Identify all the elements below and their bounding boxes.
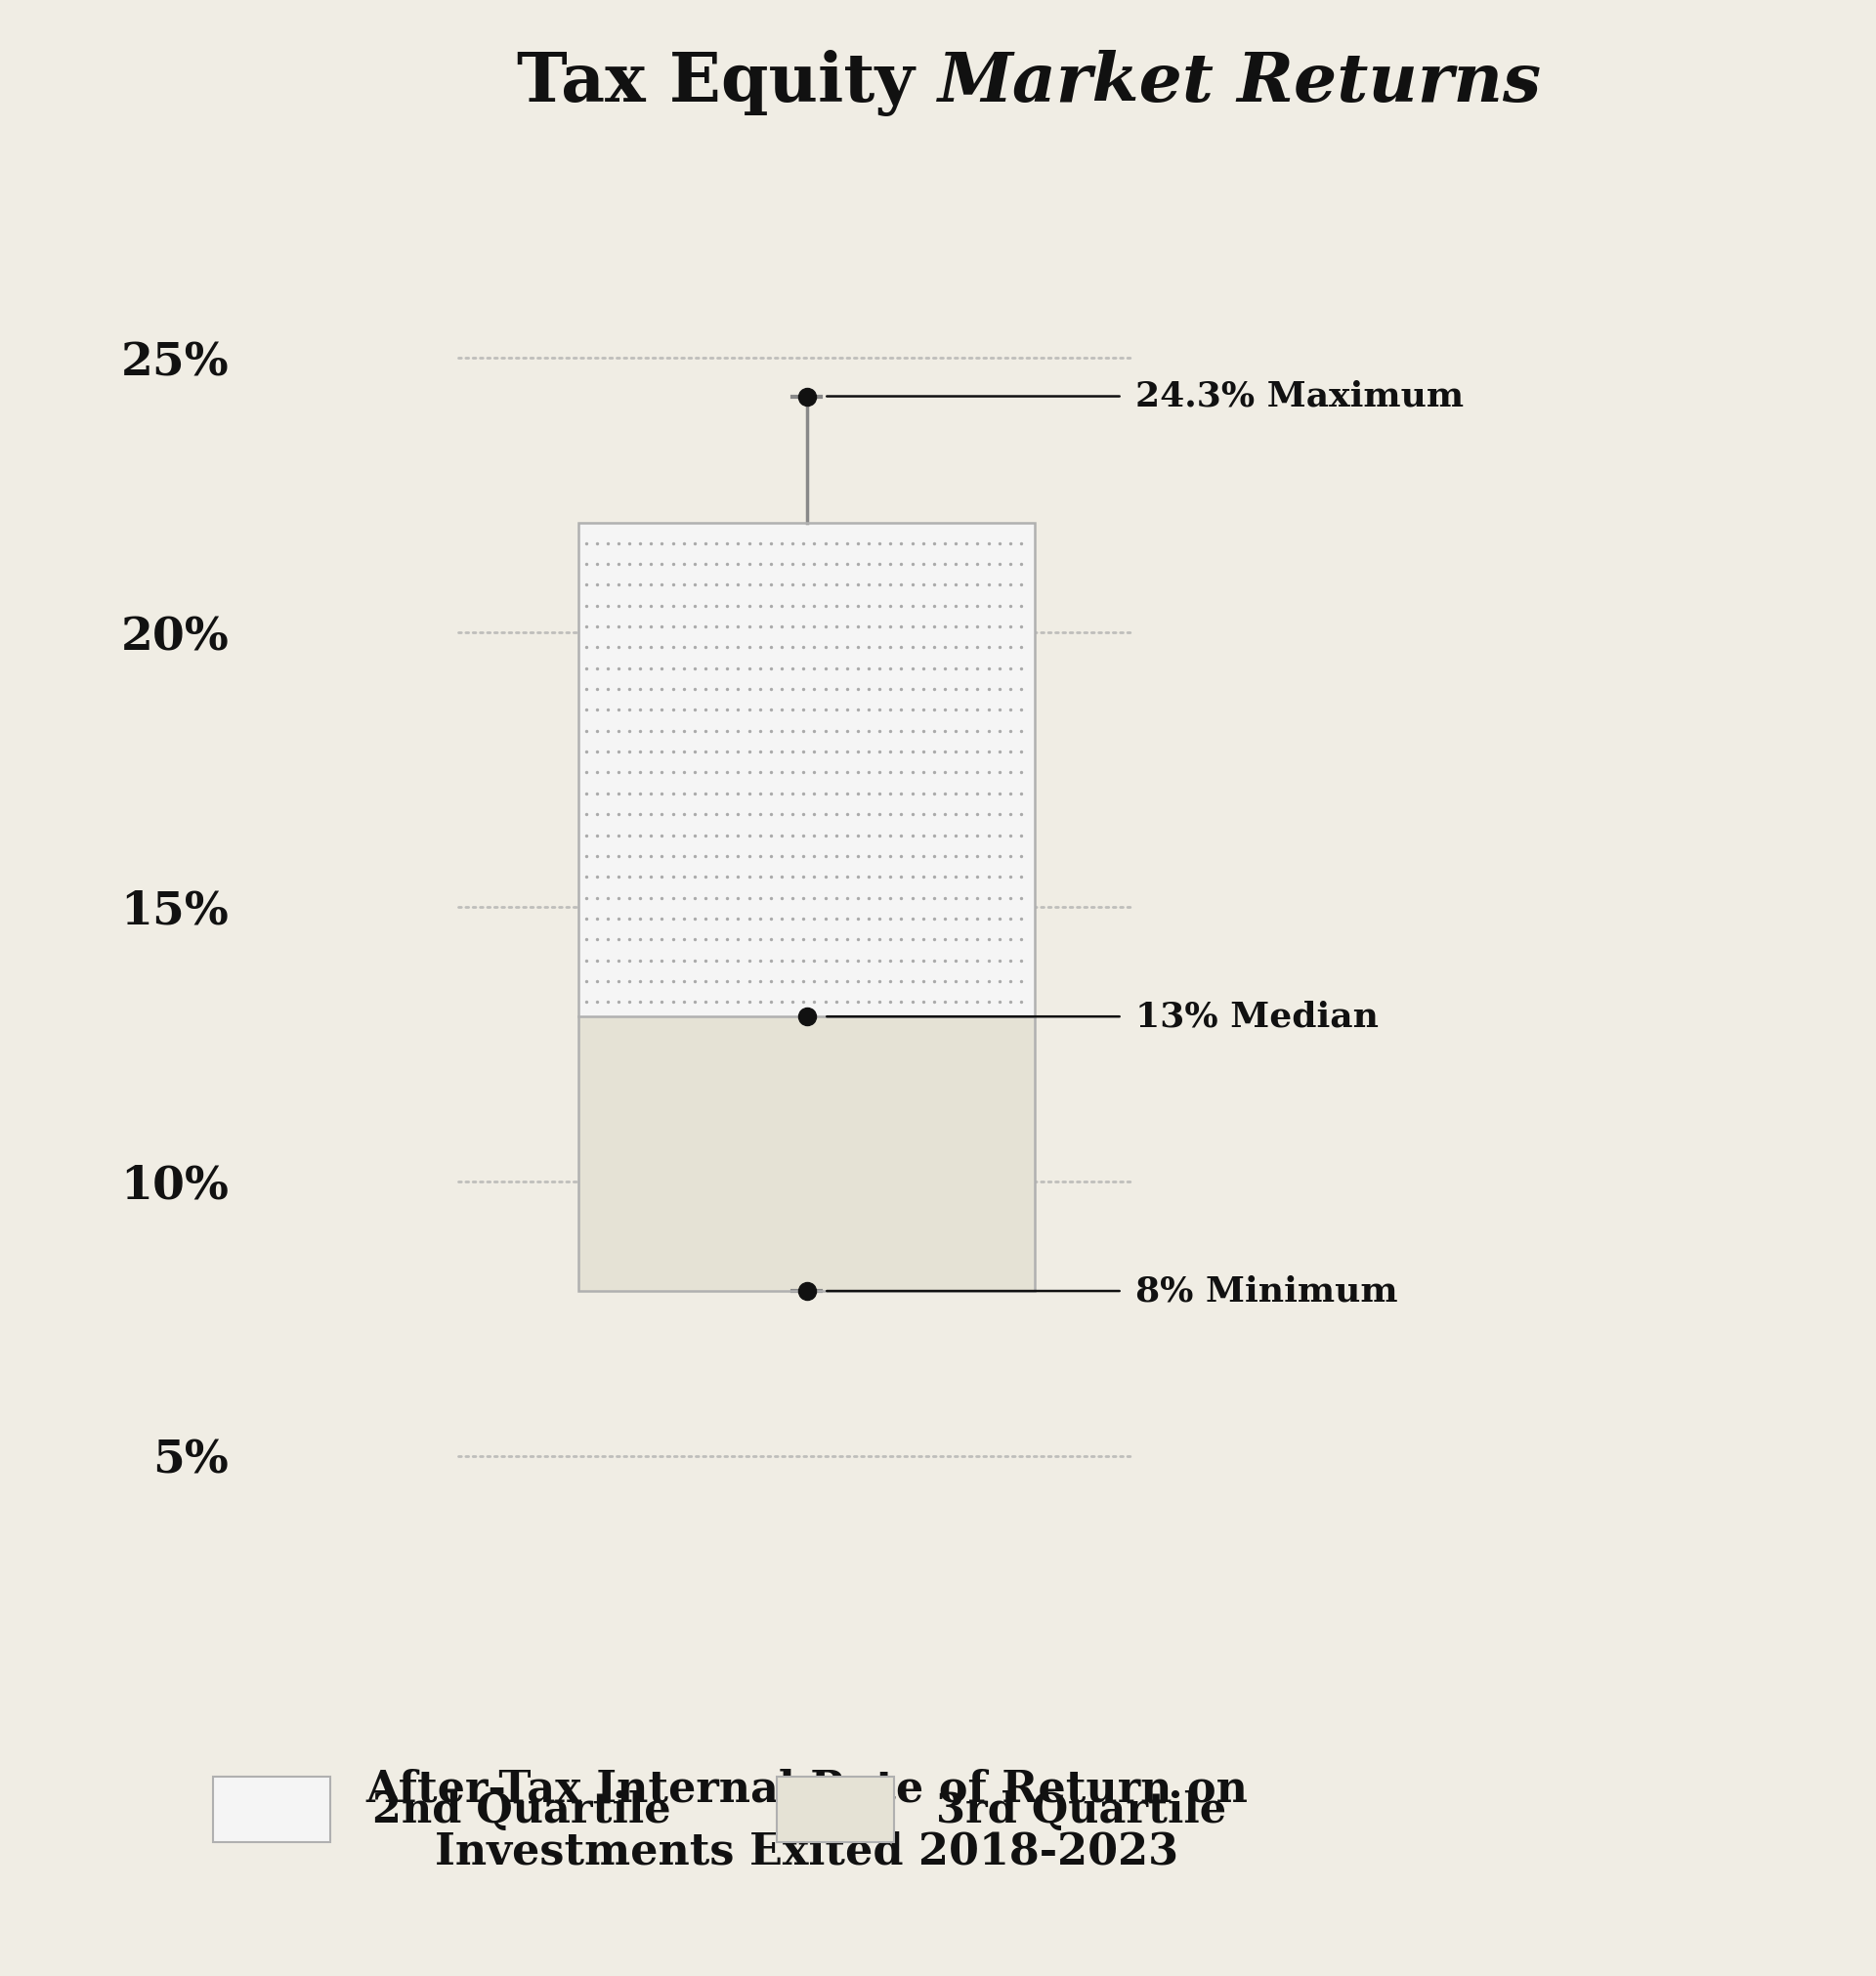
Text: Market Returns: Market Returns <box>938 49 1542 117</box>
Bar <box>578 1016 1036 1290</box>
Text: Tax Equity: Tax Equity <box>516 49 938 117</box>
Bar <box>578 522 1036 1016</box>
Text: 24.3% Maximum: 24.3% Maximum <box>1135 379 1463 413</box>
Text: 8% Minimum: 8% Minimum <box>1135 1275 1398 1308</box>
Text: After-Tax Internal Rate of Return on
Investments Exited 2018-2023: After-Tax Internal Rate of Return on Inv… <box>366 1769 1248 1873</box>
Bar <box>578 522 1036 1290</box>
Text: 13% Median: 13% Median <box>1135 1000 1379 1033</box>
Legend: 2nd Quartile, 3rd Quartile: 2nd Quartile, 3rd Quartile <box>195 1761 1244 1859</box>
